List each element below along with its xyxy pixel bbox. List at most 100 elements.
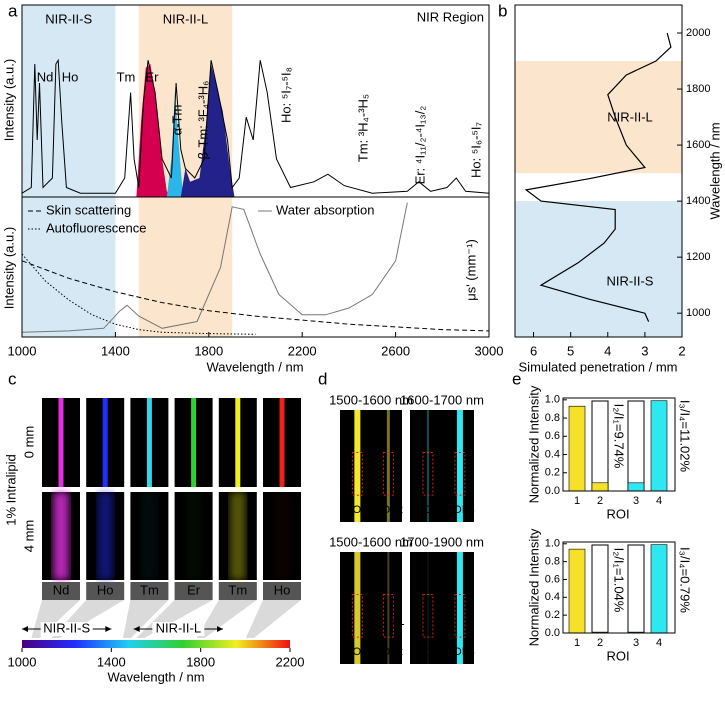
panel-letter: a <box>8 1 18 20</box>
row-label: 0 mm <box>21 426 36 459</box>
column-label-box <box>42 582 80 600</box>
ngir-image <box>340 552 402 664</box>
np-label: β-ErNPs <box>361 439 373 481</box>
image-title: 1500-1600 nm <box>329 534 413 549</box>
colorbar-tick-label: 1400 <box>97 654 126 669</box>
reference-outline <box>627 544 645 634</box>
projection <box>196 600 257 638</box>
ratio-label: I₂/I₁=9.74% <box>612 404 627 469</box>
emission-strip <box>58 398 64 487</box>
np-strip <box>456 410 463 522</box>
y-tick-label: 0.0 <box>545 485 560 497</box>
x-tick-label: 1 <box>574 495 580 507</box>
plot-frame <box>21 4 490 338</box>
emission-strip <box>191 398 197 487</box>
column-label: Ho <box>97 582 114 597</box>
column-label: Tm <box>140 582 159 597</box>
diffuse-strip <box>141 492 158 580</box>
roi-label: ROI-1 <box>345 504 374 516</box>
ngir-image <box>410 410 474 522</box>
spectrum-line <box>21 58 490 194</box>
np-label: α-TmNPs <box>392 437 404 484</box>
region-band <box>22 5 116 337</box>
np-label: β-TmNPs <box>392 579 404 626</box>
emission-area <box>166 92 184 197</box>
peak-label: Tm: ³H₄-³H₅ <box>355 94 370 162</box>
bar <box>650 544 668 634</box>
x-axis-label: Wavelength / nm <box>206 359 303 374</box>
x-tick-label: 4 <box>604 343 611 358</box>
roi-label: ROI-2 <box>374 646 403 658</box>
peak-label: Ho <box>62 69 79 84</box>
colorbar-tick-label: 1800 <box>186 654 215 669</box>
column-label-box <box>263 582 301 600</box>
panel-letter: c <box>8 369 17 388</box>
y-tick-label: 1400 <box>686 195 710 207</box>
image-title: 1700-1900 nm <box>400 534 484 549</box>
band-label: NIR-II-L <box>156 620 202 635</box>
x-tick-label: 3000 <box>475 343 504 358</box>
roi-box <box>351 452 363 496</box>
emission-area <box>180 64 235 197</box>
x-tick-label: 6 <box>530 343 537 358</box>
x-tick-label: 3 <box>641 343 648 358</box>
peak-label: Er <box>146 69 160 84</box>
x-axis-label: ROI <box>606 506 629 521</box>
penetration-curve <box>524 32 672 322</box>
roi-box <box>422 594 434 638</box>
roi-box <box>382 594 394 638</box>
y-tick-label: 2000 <box>686 27 710 39</box>
absorption-line <box>21 202 408 333</box>
diffuse-strip <box>274 492 290 580</box>
projection <box>245 600 301 638</box>
column-label-box <box>218 582 257 600</box>
y-tick-label: 0.8 <box>545 556 560 568</box>
x-tick-label: 5 <box>567 343 574 358</box>
np-strip <box>354 410 361 522</box>
x-tick-label: 2 <box>678 343 685 358</box>
np-strip <box>386 410 390 522</box>
y-tick-label: 0.4 <box>545 448 560 460</box>
roi-box <box>351 594 363 638</box>
y-tick-label: 0.2 <box>545 467 560 479</box>
y-tick-label: 1200 <box>686 251 710 263</box>
y-axis-label: Intensity (a.u.) <box>1 227 16 309</box>
region-label: NIR-II-S <box>607 273 654 288</box>
absorption-line <box>21 260 490 332</box>
side-label: 1% Intralipid <box>3 454 18 526</box>
column-label-box <box>86 582 125 600</box>
x-axis-label: ROI <box>606 648 629 663</box>
row-label: 4 mm <box>21 520 36 553</box>
y-tick-label: 1.0 <box>545 538 560 550</box>
panel-letter: e <box>512 369 521 388</box>
column-label-box <box>130 582 169 600</box>
ratio-label: I₂/I₁=1.04% <box>612 548 627 613</box>
panel-letter: b <box>498 1 507 20</box>
bar <box>568 405 586 492</box>
x-tick-label: 1000 <box>8 343 37 358</box>
column-label: Er <box>187 582 201 597</box>
roi-label: ROI-4 <box>445 646 474 658</box>
y-tick-label: 0.8 <box>545 412 560 424</box>
plot-frame <box>514 4 683 338</box>
x-tick-label: 1800 <box>194 343 223 358</box>
bar <box>568 548 586 634</box>
y-tick-label: 1800 <box>686 83 710 95</box>
y2-axis-label: μs' (mm⁻¹) <box>463 239 478 301</box>
colorbar-tick-label: 2200 <box>276 654 305 669</box>
np-strip <box>456 552 463 664</box>
diffuse-strip <box>229 492 246 580</box>
colorbar-label: Wavelength / nm <box>107 669 204 684</box>
band-label-bg <box>40 622 93 636</box>
y-tick-label: 0.6 <box>545 573 560 585</box>
np-label: β-ErNPs <box>361 581 373 623</box>
x-tick-label: 1 <box>574 637 580 649</box>
y-axis-label: Wavelength / nm <box>707 122 722 219</box>
ratio-label: I₃/I₄=11.02% <box>678 400 693 473</box>
emission-strip <box>279 398 285 487</box>
ratio-label: I₃/I₄=0.79% <box>678 547 693 613</box>
reference-outline <box>591 544 609 634</box>
x-tick-label: 2 <box>597 637 603 649</box>
y-tick-label: 0.4 <box>545 591 560 603</box>
bar <box>627 482 645 492</box>
